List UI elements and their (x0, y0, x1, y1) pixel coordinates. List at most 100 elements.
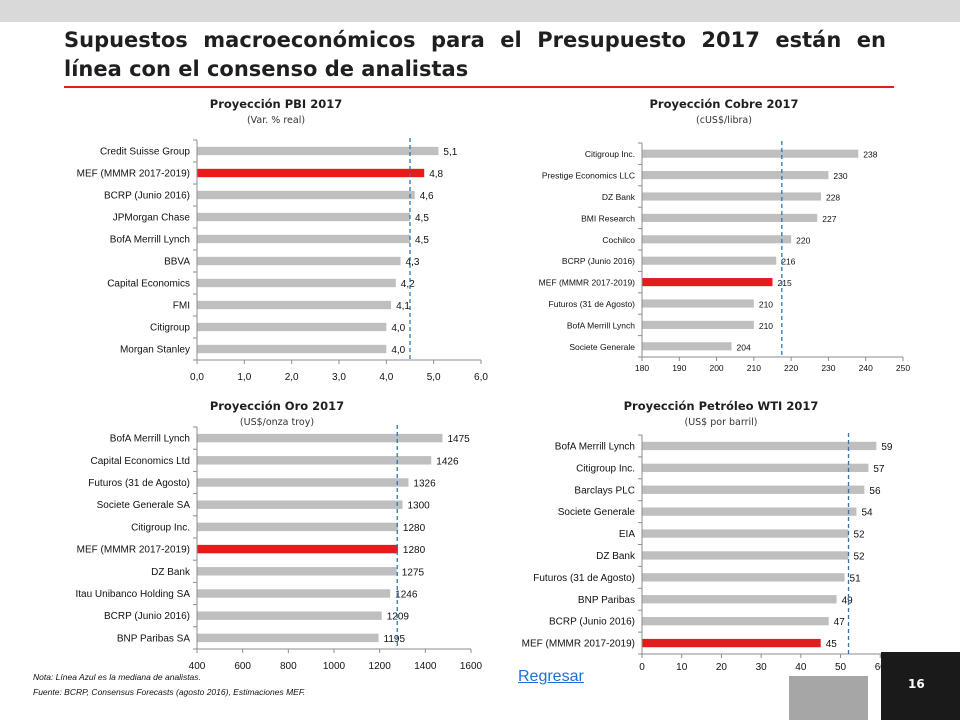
chart-petroleo: Proyección Petróleo WTI 2017 (US$ por bar… (480, 392, 960, 676)
category-label: MEF (MMMR 2017-2019) (77, 169, 190, 180)
value-label: 59 (881, 442, 893, 453)
category-label: Citigroup (150, 323, 190, 334)
x-tick-label: 210 (747, 363, 761, 373)
bar-8 (642, 299, 754, 308)
value-label: 52 (854, 551, 866, 562)
bar-3 (642, 192, 821, 201)
bar-3 (197, 190, 415, 200)
value-label: 204 (736, 342, 750, 352)
chart-subtitle: (US$ por barril) (684, 417, 757, 428)
bar-5 (642, 529, 849, 538)
value-label: 56 (869, 486, 881, 497)
chart-subtitle: (cUS$/libra) (696, 115, 752, 126)
bar-7 (197, 567, 397, 576)
x-tick-label: 1000 (323, 661, 346, 672)
bar-2 (642, 463, 869, 473)
category-label: MEF (MMMR 2017-2019) (77, 545, 190, 556)
value-label: 215 (778, 278, 792, 288)
bar-7 (642, 573, 845, 582)
x-tick-label: 50 (835, 662, 847, 673)
bar-4 (642, 213, 818, 222)
category-label: DZ Bank (151, 567, 191, 578)
value-label: 5,1 (443, 147, 457, 158)
bar-1 (642, 149, 859, 158)
category-label: BBVA (164, 257, 190, 268)
bar-3 (642, 485, 865, 494)
value-label: 230 (833, 171, 847, 181)
value-label: 4,0 (391, 323, 405, 334)
x-tick-label: 60 (875, 662, 887, 673)
category-label: BMI Research (581, 213, 635, 223)
bar-5 (197, 522, 398, 532)
x-tick-label: 190 (672, 363, 686, 373)
bar-6 (197, 256, 401, 266)
chart-title: Proyección PBI 2017 (210, 97, 342, 111)
x-tick-label: 30 (756, 662, 768, 673)
bar-10 (642, 638, 821, 648)
category-label: Citigroup Inc. (131, 522, 190, 533)
value-label: 51 (850, 573, 862, 584)
x-tick-label: 40 (795, 662, 807, 673)
x-tick-label: 200 (709, 363, 723, 373)
bar-1 (197, 146, 439, 156)
value-label: 1300 (408, 501, 431, 512)
category-label: Societe Generale SA (97, 500, 191, 511)
value-label: 47 (834, 617, 846, 628)
category-label: JPMorgan Chase (113, 213, 191, 224)
value-label: 4,5 (415, 235, 429, 246)
value-label: 4,5 (415, 213, 429, 224)
bar-5 (642, 235, 792, 244)
x-tick-label: 600 (234, 661, 251, 672)
category-label: Morgan Stanley (120, 345, 190, 356)
value-label: 54 (861, 508, 873, 519)
bar-4 (197, 500, 403, 509)
back-link[interactable]: Regresar (518, 668, 584, 685)
bar-2 (197, 456, 432, 465)
value-label: 4,2 (401, 279, 415, 290)
page-number-box (881, 652, 960, 720)
bar-4 (197, 212, 410, 222)
bar-6 (642, 256, 777, 265)
category-label: DZ Bank (602, 192, 636, 202)
chart-svg: Proyección Oro 2017 (US$/onza troy) 400 600… (75, 399, 483, 672)
category-label: BofA Merrill Lynch (110, 235, 190, 246)
bar-2 (197, 168, 425, 178)
value-label: 1209 (387, 612, 410, 623)
value-label: 210 (759, 321, 773, 331)
x-tick-label: 220 (784, 363, 798, 373)
chart-svg: Proyección Cobre 2017 (cUS$/libra) 180 190 2… (539, 97, 911, 373)
x-tick-label: 230 (821, 363, 835, 373)
category-label: Itau Unibanco Holding SA (75, 589, 190, 600)
chart-svg: Proyección Petróleo WTI 2017 (US$ por bar… (522, 399, 926, 673)
bar-7 (642, 278, 773, 287)
x-tick-label: 10 (676, 662, 688, 673)
page-number: 16 (908, 677, 925, 691)
value-label: 228 (826, 193, 840, 203)
category-label: BNP Paribas (578, 595, 635, 606)
category-label: Prestige Economics LLC (542, 171, 635, 181)
x-tick-label: 2,0 (285, 372, 299, 383)
bar-1 (642, 441, 877, 451)
value-label: 4,8 (429, 169, 443, 180)
value-label: 1275 (402, 567, 425, 578)
bar-5 (197, 234, 410, 244)
category-label: FMI (173, 301, 190, 312)
value-label: 216 (781, 257, 795, 267)
category-label: Cochilco (602, 235, 635, 245)
category-label: Futuros (31 de Agosto) (549, 299, 636, 309)
category-label: Citigroup Inc. (585, 149, 635, 159)
bar-7 (197, 278, 396, 288)
category-label: Futuros (31 de Agosto) (533, 573, 635, 584)
x-tick-label: 0,0 (190, 372, 204, 383)
x-tick-label: 250 (896, 363, 910, 373)
x-tick-label: 1400 (414, 661, 437, 672)
category-label: Societe Generale (569, 342, 635, 352)
bar-9 (642, 320, 754, 329)
bar-10 (642, 342, 732, 351)
x-tick-label: 1600 (460, 661, 483, 672)
x-tick-label: 6,0 (474, 372, 488, 383)
category-label: EIA (619, 529, 635, 540)
x-tick-label: 1200 (369, 661, 392, 672)
value-label: 1280 (403, 545, 426, 556)
value-label: 238 (863, 150, 877, 160)
